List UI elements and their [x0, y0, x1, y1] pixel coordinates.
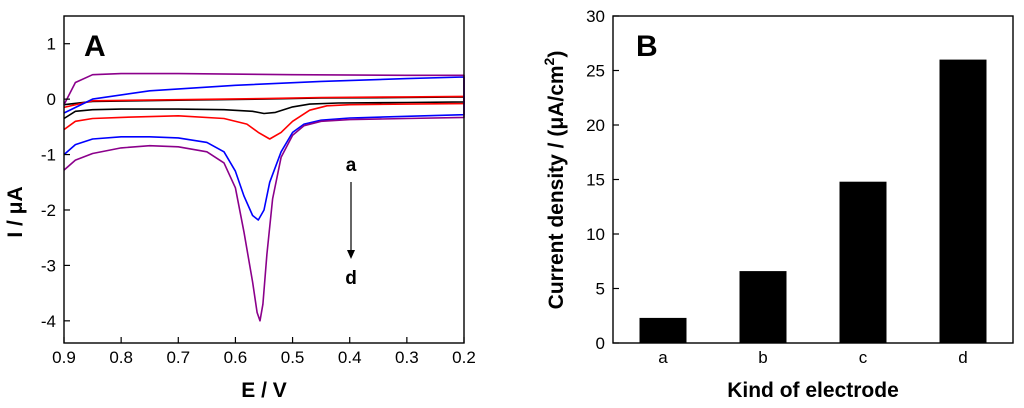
y-tick-label: 20	[586, 116, 605, 135]
y-tick-label: 1	[47, 35, 56, 54]
y-tick-label: 0	[47, 90, 56, 109]
panel-a-y-axis-label: I / μA	[4, 186, 27, 237]
panel-b-x-ticks: a b c d	[658, 337, 968, 367]
bars	[639, 59, 987, 343]
x-tick-label: 0.7	[166, 348, 190, 367]
y-tick-label: 25	[586, 62, 605, 81]
trend-annotation-end: d	[345, 268, 357, 289]
y-tick-label: 0	[596, 334, 605, 353]
y-tick-label: 10	[586, 225, 605, 244]
panel-b-y-axis-label: Current density / (μA/cm2)	[541, 51, 568, 310]
x-tick-label: 0.5	[281, 348, 305, 367]
y-label-close: )	[545, 51, 568, 58]
panel-b-x-axis-label: Kind of electrode	[727, 379, 899, 402]
bar-d	[939, 59, 987, 343]
x-tick-label: c	[859, 348, 868, 367]
y-tick-label: 5	[596, 280, 605, 299]
y-tick-label: 30	[586, 7, 605, 26]
panel-a-y-ticks: 1 0 -1 -2 -3 -4	[41, 35, 70, 331]
x-tick-label: 0.2	[452, 348, 476, 367]
panel-b-y-ticks: 0 5 10 15 20 25 30	[586, 7, 619, 353]
y-tick-label: -1	[41, 146, 56, 165]
panel-a-label: A	[84, 30, 106, 63]
trend-arrow-head	[347, 250, 355, 259]
panel-a-plot-frame	[63, 15, 465, 344]
x-tick-label: 0.3	[395, 348, 419, 367]
cv-curves	[63, 72, 465, 322]
y-tick-label: -4	[41, 312, 56, 331]
y-label-superscript: 2	[541, 57, 557, 65]
bar-b	[739, 271, 787, 343]
x-tick-label: 0.4	[338, 348, 362, 367]
panel-a-x-ticks: 0.9 0.8 0.7 0.6 0.5 0.4 0.3 0.2	[52, 337, 476, 367]
x-tick-label: 0.8	[109, 348, 133, 367]
panel-a-x-axis-label: E / V	[241, 379, 287, 402]
x-tick-label: 0.6	[224, 348, 248, 367]
y-label-main: Current density / (μA/cm	[545, 65, 568, 309]
bar-c	[839, 181, 887, 343]
cv-curve-b	[63, 95, 465, 140]
trend-annotation-start: a	[346, 155, 357, 176]
x-tick-label: a	[658, 348, 668, 367]
x-tick-label: 0.9	[52, 348, 76, 367]
x-tick-label: d	[958, 348, 967, 367]
x-tick-label: b	[758, 348, 767, 367]
y-tick-label: -2	[41, 201, 56, 220]
y-tick-label: 15	[586, 171, 605, 190]
cv-curve-c	[63, 76, 465, 221]
y-tick-label: -3	[41, 256, 56, 275]
cv-curve-d	[63, 72, 465, 322]
panel-a-cv-chart: 0.9 0.8 0.7 0.6 0.5 0.4 0.3 0.2 1 0 -1 -2 -3 -4 A E …	[4, 15, 476, 402]
panel-b-label: B	[636, 30, 658, 63]
panel-b-bar-chart: a b c d 0 5 10 15 20 25 30 B Kind of electrode Cu…	[541, 7, 1014, 402]
